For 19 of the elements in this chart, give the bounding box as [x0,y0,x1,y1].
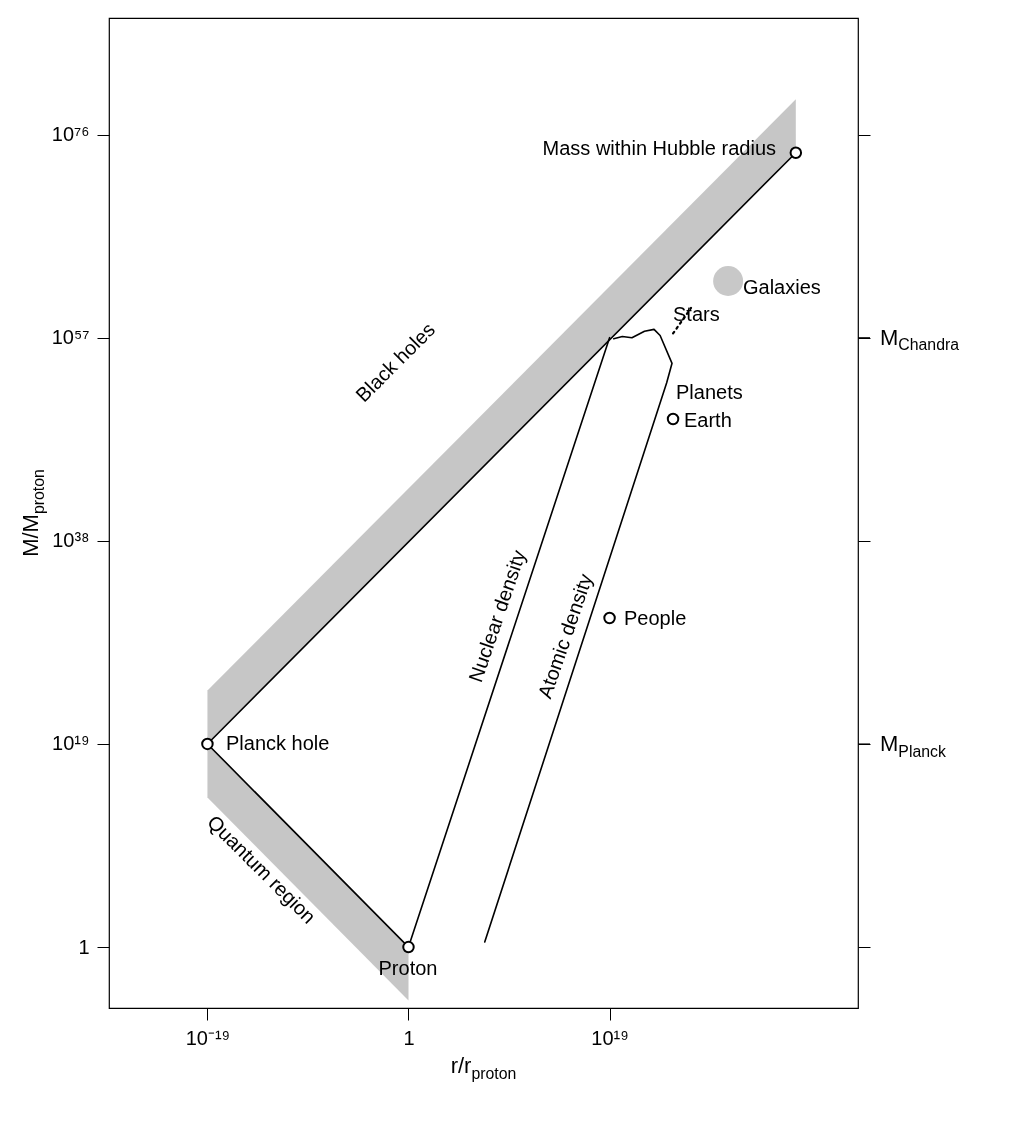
annotation: Atomic density [533,570,597,701]
annotation: Mass within Hubble radius [542,137,776,160]
annotation: Nuclear density [464,547,530,685]
annotation: Planets [676,380,743,403]
y-axis-title: M/Mproton [18,469,47,557]
x-tick-label: 10¹⁹ [591,1026,629,1049]
annotation: Proton [378,957,438,980]
y-tick-label: 10⁵⁷ [51,326,90,349]
y-tick-label: 10³⁸ [52,529,90,552]
x-tick-label: 1 [403,1026,415,1049]
x-tick-label: 10⁻¹⁹ [185,1026,231,1049]
annotation: Stars [673,303,720,326]
annotation: People [624,607,687,630]
annotation: Earth [684,408,732,431]
y-tick-label: 1 [78,935,90,958]
annotation: Planck hole [226,731,330,754]
y-tick-label: 10⁷⁶ [51,123,90,146]
annotation: Galaxies [743,276,821,299]
y-tick-label: 10¹⁹ [52,732,90,755]
